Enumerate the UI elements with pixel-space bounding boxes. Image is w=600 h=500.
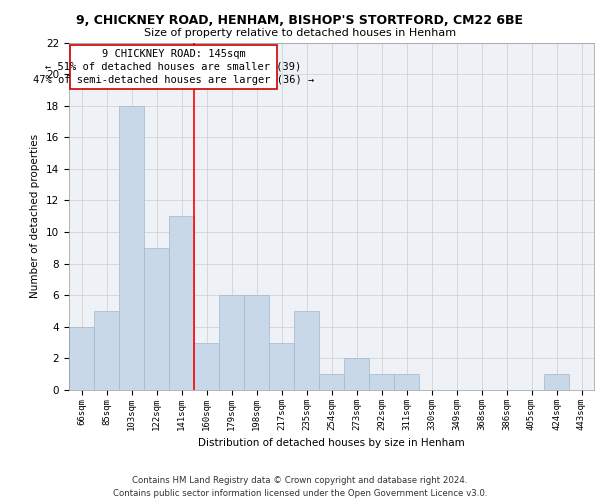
- Bar: [244, 295, 269, 390]
- Bar: [394, 374, 419, 390]
- Bar: [544, 374, 569, 390]
- Bar: [119, 106, 144, 390]
- Bar: [369, 374, 394, 390]
- Bar: [319, 374, 344, 390]
- Bar: [144, 248, 169, 390]
- Text: 9 CHICKNEY ROAD: 145sqm: 9 CHICKNEY ROAD: 145sqm: [101, 48, 245, 58]
- Bar: [69, 327, 94, 390]
- X-axis label: Distribution of detached houses by size in Henham: Distribution of detached houses by size …: [198, 438, 465, 448]
- Text: Contains HM Land Registry data © Crown copyright and database right 2024.
Contai: Contains HM Land Registry data © Crown c…: [113, 476, 487, 498]
- Bar: [294, 311, 319, 390]
- Bar: [219, 295, 244, 390]
- Bar: [269, 342, 294, 390]
- Text: 9, CHICKNEY ROAD, HENHAM, BISHOP'S STORTFORD, CM22 6BE: 9, CHICKNEY ROAD, HENHAM, BISHOP'S STORT…: [77, 14, 523, 27]
- Text: Size of property relative to detached houses in Henham: Size of property relative to detached ho…: [144, 28, 456, 38]
- Bar: [169, 216, 194, 390]
- Bar: [94, 311, 119, 390]
- Text: 47% of semi-detached houses are larger (36) →: 47% of semi-detached houses are larger (…: [33, 76, 314, 86]
- Text: ← 51% of detached houses are smaller (39): ← 51% of detached houses are smaller (39…: [45, 62, 302, 72]
- Bar: [194, 342, 219, 390]
- Bar: [344, 358, 369, 390]
- Bar: [70, 45, 277, 89]
- Y-axis label: Number of detached properties: Number of detached properties: [31, 134, 40, 298]
